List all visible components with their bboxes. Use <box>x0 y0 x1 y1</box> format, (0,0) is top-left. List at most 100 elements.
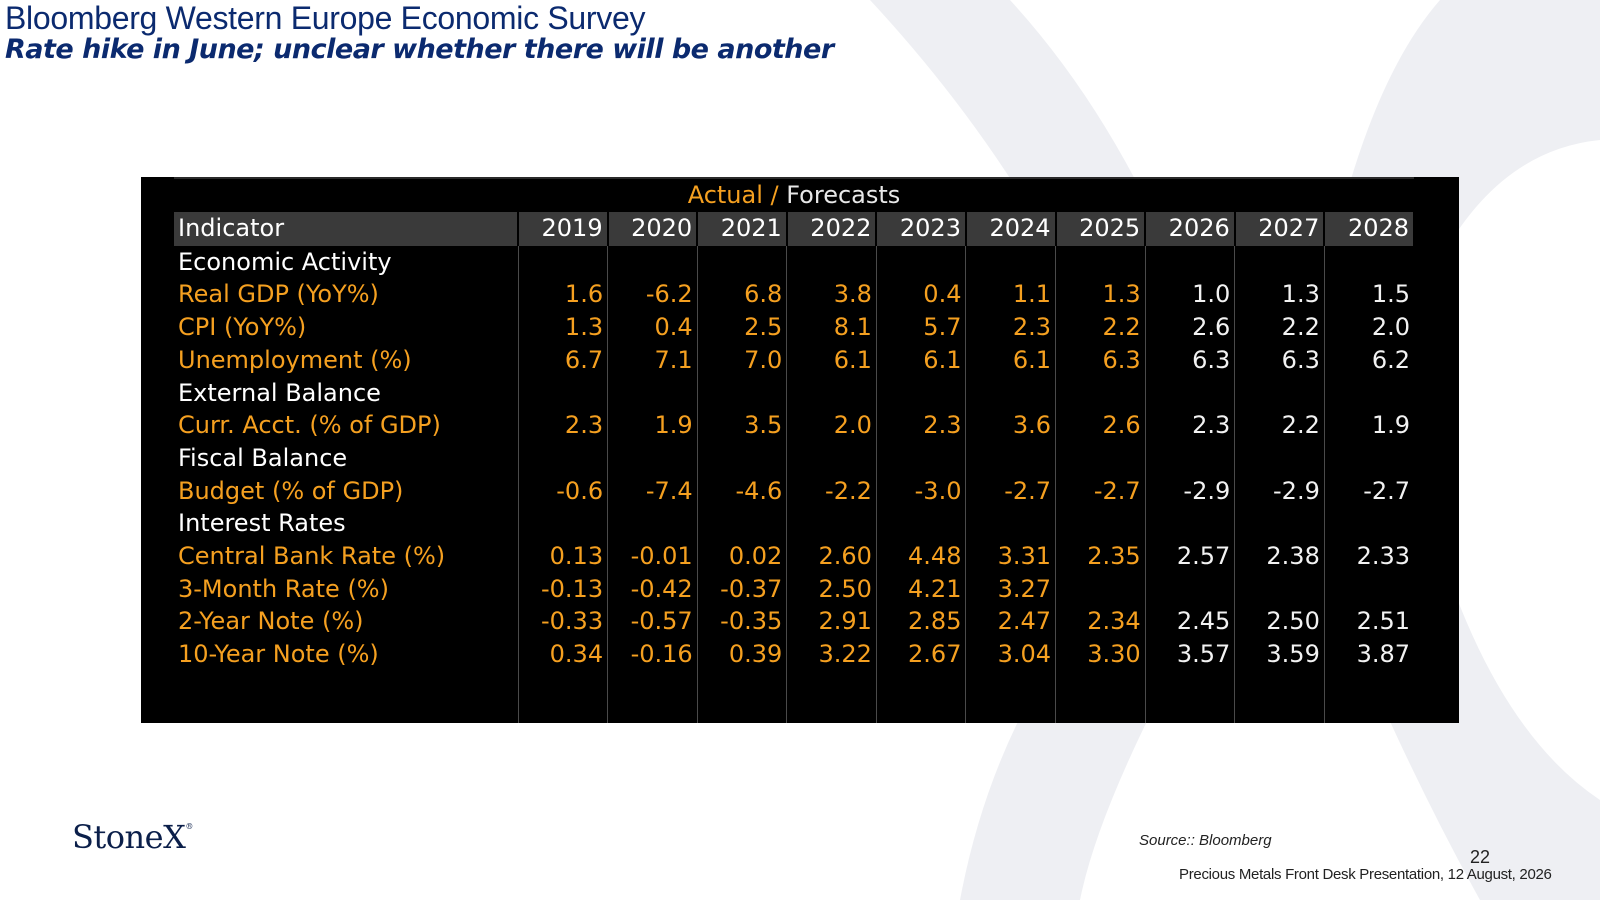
section-row: External Balance <box>174 376 1415 410</box>
slide-title: Bloomberg Western Europe Economic Survey <box>5 0 646 36</box>
value-cell <box>696 245 787 279</box>
value-cell: 8.1 <box>786 311 877 344</box>
actual-forecast-header: Actual / Forecasts <box>174 177 1415 212</box>
value-cell: -6.2 <box>607 278 698 312</box>
actual-forecast-header-row: Actual / Forecasts <box>174 177 1415 212</box>
value-cell <box>965 245 1056 279</box>
value-cell: 3.8 <box>786 278 877 312</box>
value-cell: 2.38 <box>1234 540 1325 573</box>
value-cell <box>607 507 698 541</box>
padding-cell <box>174 671 518 723</box>
value-cell <box>786 376 877 410</box>
table-row: Real GDP (YoY%) 1.6 -6.2 6.8 3.8 0.4 1.1 1.3 1.0… <box>174 278 1415 312</box>
value-cell: -2.7 <box>1055 474 1146 508</box>
value-cell <box>696 376 787 410</box>
value-cell <box>965 441 1056 475</box>
value-cell <box>607 245 698 279</box>
value-cell: 2.51 <box>1323 605 1415 639</box>
value-cell: 1.3 <box>1234 278 1325 312</box>
padding-cell <box>1323 670 1415 723</box>
value-cell <box>517 441 608 475</box>
value-cell: -2.7 <box>1323 474 1415 508</box>
year-header: 2028 <box>1324 211 1416 246</box>
indicator-label: Unemployment (%) <box>178 345 412 374</box>
padding-cell <box>786 670 877 723</box>
value-cell: 3.27 <box>965 572 1056 606</box>
value-cell <box>1144 507 1235 541</box>
value-cell: 2.2 <box>1234 311 1325 344</box>
value-cell: 1.5 <box>1323 278 1415 312</box>
value-cell: 6.7 <box>517 343 608 377</box>
logo-registered-mark: ® <box>185 822 193 831</box>
indicator-label: Central Bank Rate (%) <box>178 542 446 571</box>
value-cell: 6.1 <box>965 343 1056 377</box>
section-row: Economic Activity <box>174 245 1415 279</box>
year-header: 2026 <box>1145 211 1236 246</box>
value-cell: -0.57 <box>607 605 698 639</box>
value-cell: -0.42 <box>607 572 698 606</box>
forecasts-label: Forecasts <box>786 181 901 209</box>
value-cell <box>875 441 966 475</box>
padding-cell <box>607 670 698 723</box>
value-cell <box>1055 245 1146 279</box>
value-cell <box>965 507 1056 541</box>
value-cell: 2.47 <box>965 605 1056 639</box>
value-cell <box>607 441 698 475</box>
value-cell <box>1234 376 1325 410</box>
value-cell: -0.33 <box>517 605 608 639</box>
value-cell <box>1323 245 1415 279</box>
value-cell <box>517 376 608 410</box>
value-cell <box>786 507 877 541</box>
padding-cell <box>875 670 966 723</box>
value-cell <box>1323 572 1415 606</box>
value-cell: 0.4 <box>875 278 966 312</box>
value-cell: -0.01 <box>607 540 698 573</box>
stonex-logo: StoneX® <box>72 818 193 856</box>
value-cell <box>1323 376 1415 410</box>
actual-label: Actual <box>687 181 763 209</box>
slide-subtitle: Rate hike in June; unclear whether there… <box>5 34 834 65</box>
padding-cell <box>1234 670 1325 723</box>
economic-survey-table: Actual / Forecasts Indicator 2019 2020 202… <box>174 177 1416 723</box>
column-header-row: Indicator 2019 2020 2021 2022 2023 2024 2025 20… <box>174 211 1416 246</box>
indicator-label: 10-Year Note (%) <box>178 640 379 669</box>
value-cell: -4.6 <box>696 474 787 508</box>
value-cell: 3.5 <box>696 409 787 442</box>
value-cell: 4.48 <box>875 540 966 573</box>
year-header: 2020 <box>607 211 699 246</box>
source-note: Source:: Bloomberg <box>1139 832 1272 849</box>
value-cell <box>1144 572 1235 606</box>
value-cell <box>1234 441 1325 475</box>
table-row: Curr. Acct. (% of GDP) 2.3 1.9 3.5 2.0 2.3 3.6… <box>174 409 1415 442</box>
value-cell <box>875 376 966 410</box>
value-cell: -0.37 <box>696 572 787 606</box>
value-cell <box>517 245 608 279</box>
value-cell <box>875 507 966 541</box>
value-cell <box>1055 441 1146 475</box>
value-cell: 1.3 <box>1055 278 1146 312</box>
value-cell: 2.91 <box>786 605 877 639</box>
value-cell: 1.9 <box>1323 409 1415 442</box>
year-header: 2019 <box>518 211 609 246</box>
value-cell: 3.04 <box>965 638 1056 671</box>
value-cell: 3.30 <box>1055 638 1146 671</box>
value-cell: 0.4 <box>607 311 698 344</box>
value-cell: 6.8 <box>696 278 787 312</box>
padding-cell <box>517 670 608 723</box>
table-row: 10-Year Note (%) 0.34 -0.16 0.39 3.22 2.67 3.0… <box>174 638 1415 671</box>
value-cell: 2.60 <box>786 540 877 573</box>
value-cell: 2.5 <box>696 311 787 344</box>
value-cell: 2.57 <box>1144 540 1235 573</box>
value-cell: 6.3 <box>1234 343 1325 377</box>
logo-text: StoneX <box>72 818 186 856</box>
table-row: 2-Year Note (%) -0.33 -0.57 -0.35 2.91 2.85 2.… <box>174 605 1415 639</box>
table-body: Economic Activity Real GDP (YoY%) 1.6 -6.2 6… <box>174 245 1415 723</box>
value-cell <box>696 441 787 475</box>
indicator-label: Curr. Acct. (% of GDP) <box>178 411 441 440</box>
value-cell <box>517 507 608 541</box>
year-header: 2027 <box>1234 211 1326 246</box>
year-header: 2023 <box>876 211 967 246</box>
value-cell: 1.3 <box>517 311 608 344</box>
padding-cell <box>1144 670 1235 723</box>
value-cell: -0.6 <box>517 474 608 508</box>
